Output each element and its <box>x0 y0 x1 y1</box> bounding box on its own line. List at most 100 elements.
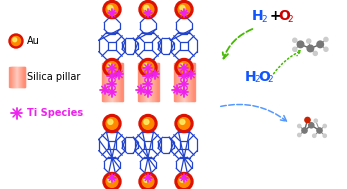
Bar <box>142 63 143 101</box>
Circle shape <box>298 124 301 128</box>
Circle shape <box>175 1 193 19</box>
Bar <box>115 63 116 101</box>
Circle shape <box>178 62 190 73</box>
Circle shape <box>323 134 327 137</box>
Bar <box>24 67 25 87</box>
Bar <box>114 63 115 101</box>
Bar <box>105 63 106 101</box>
Circle shape <box>180 63 185 68</box>
Text: O: O <box>278 9 290 23</box>
Circle shape <box>178 176 190 187</box>
Circle shape <box>324 37 328 42</box>
Bar <box>21 67 22 87</box>
Circle shape <box>323 124 327 128</box>
Text: 2: 2 <box>287 15 293 23</box>
Bar <box>146 63 147 101</box>
Bar <box>14 67 15 87</box>
Bar <box>144 63 145 101</box>
Bar <box>187 63 188 101</box>
Circle shape <box>175 115 193 132</box>
Bar <box>145 63 146 101</box>
Text: Ti Species: Ti Species <box>27 108 83 118</box>
Bar <box>122 63 123 101</box>
Bar <box>138 63 139 101</box>
Bar <box>140 63 141 101</box>
Circle shape <box>305 117 310 123</box>
Bar <box>174 63 175 101</box>
Bar <box>19 67 20 87</box>
Bar <box>153 63 154 101</box>
Bar <box>194 63 195 101</box>
Circle shape <box>108 63 113 68</box>
Bar <box>103 63 104 101</box>
Bar <box>190 63 191 101</box>
Bar <box>117 63 118 101</box>
Bar <box>116 63 117 101</box>
Text: H: H <box>252 9 264 23</box>
Bar <box>179 63 181 101</box>
Bar <box>118 63 119 101</box>
Circle shape <box>108 177 113 182</box>
Bar <box>17 67 18 87</box>
Bar <box>152 63 153 101</box>
Circle shape <box>180 177 185 182</box>
Circle shape <box>314 119 318 122</box>
Circle shape <box>180 119 185 124</box>
Bar <box>113 63 114 101</box>
Circle shape <box>103 115 121 132</box>
Bar <box>188 63 190 101</box>
Text: O: O <box>258 70 270 84</box>
Bar <box>177 63 178 101</box>
Bar <box>184 63 186 101</box>
Bar <box>192 63 193 101</box>
Circle shape <box>11 36 20 46</box>
Bar <box>189 63 191 101</box>
Circle shape <box>307 39 311 43</box>
Bar <box>18 67 19 87</box>
Bar <box>103 63 104 101</box>
Bar <box>182 63 184 101</box>
Bar <box>17 67 18 87</box>
Bar <box>183 63 184 101</box>
Bar <box>104 63 105 101</box>
Bar <box>193 63 194 101</box>
Circle shape <box>178 118 190 129</box>
Circle shape <box>106 118 118 129</box>
Bar <box>9 67 10 87</box>
Bar <box>12 67 14 87</box>
Circle shape <box>313 134 316 137</box>
Circle shape <box>293 38 297 42</box>
Bar <box>15 67 16 87</box>
Circle shape <box>103 173 121 189</box>
Bar <box>22 67 23 87</box>
Circle shape <box>302 128 307 133</box>
Circle shape <box>139 1 157 19</box>
Bar <box>10 67 11 87</box>
Bar <box>110 63 111 101</box>
Bar <box>112 63 113 101</box>
Circle shape <box>103 1 121 19</box>
Circle shape <box>144 5 149 10</box>
Bar <box>10 67 11 87</box>
Bar <box>184 63 185 101</box>
Bar <box>107 63 108 101</box>
Bar <box>20 67 21 87</box>
Text: 2: 2 <box>254 75 260 84</box>
Bar <box>19 67 20 87</box>
Bar <box>181 63 183 101</box>
Bar <box>11 67 12 87</box>
Circle shape <box>180 5 185 10</box>
Bar <box>155 63 156 101</box>
Circle shape <box>144 63 149 68</box>
Bar <box>142 63 143 101</box>
Bar <box>14 67 15 87</box>
Circle shape <box>313 51 317 55</box>
Bar <box>117 63 118 101</box>
Bar <box>149 63 150 101</box>
Circle shape <box>139 115 157 132</box>
Circle shape <box>139 173 157 189</box>
Bar <box>11 67 12 87</box>
Circle shape <box>307 45 314 52</box>
Bar <box>20 67 22 87</box>
Bar <box>143 63 144 101</box>
